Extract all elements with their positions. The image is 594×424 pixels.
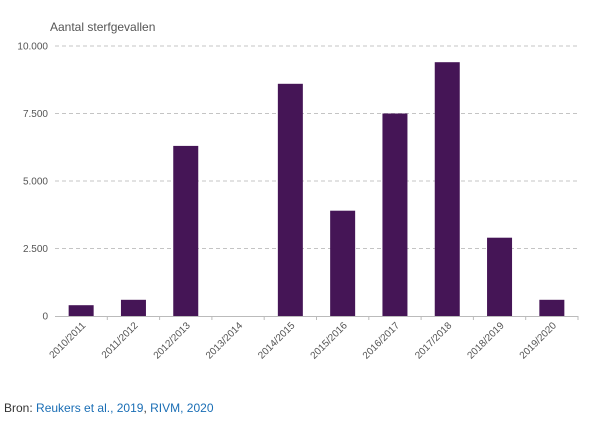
bar [487,237,513,316]
gridlines [55,45,578,249]
y-tick-label: 5.000 [23,177,48,188]
x-tick-label: 2018/2019 [465,320,507,362]
bar [539,299,565,316]
source-prefix: Bron: [4,401,33,415]
y-axis-title: Aantal sterfgevallen [50,20,155,34]
y-tick-label: 0 [42,312,48,323]
x-tick-label: 2011/2012 [100,320,141,361]
source-link-reukers[interactable]: Reukers et al., 2019 [36,401,144,415]
x-tick-label: 2012/2013 [152,320,194,362]
bar [173,145,199,316]
x-tick-label: 2010/2011 [48,320,89,361]
y-tick-label: 7.500 [23,109,48,120]
x-tick-label: 2019/2020 [518,320,560,362]
x-tick-label: 2016/2017 [361,320,403,362]
x-tick-label: 2014/2015 [256,320,298,362]
source-separator: , [143,401,147,415]
y-tick-label: 10.000 [17,42,48,53]
bar [68,305,94,316]
bar-chart: Aantal sterfgevallen 0 2.500 5.000 7.500 10.… [17,20,579,362]
bar [434,62,460,317]
x-tick-label: 2013/2014 [204,320,246,362]
y-tick-labels: 0 2.500 5.000 7.500 10.000 [17,42,48,323]
bar [382,113,408,316]
x-tick-label: 2017/2018 [413,320,455,362]
bar [120,299,146,316]
x-tick-labels: 2010/2011 2011/2012 2012/2013 2013/2014 2014… [48,316,579,362]
bars [68,62,565,317]
bar [330,210,356,316]
source-link-rivm[interactable]: RIVM, 2020 [150,401,214,415]
source-line: Bron: Reukers et al., 2019, RIVM, 2020 [4,401,214,415]
bar [277,83,303,316]
y-tick-label: 2.500 [23,244,48,255]
x-tick-label: 2015/2016 [309,320,351,362]
